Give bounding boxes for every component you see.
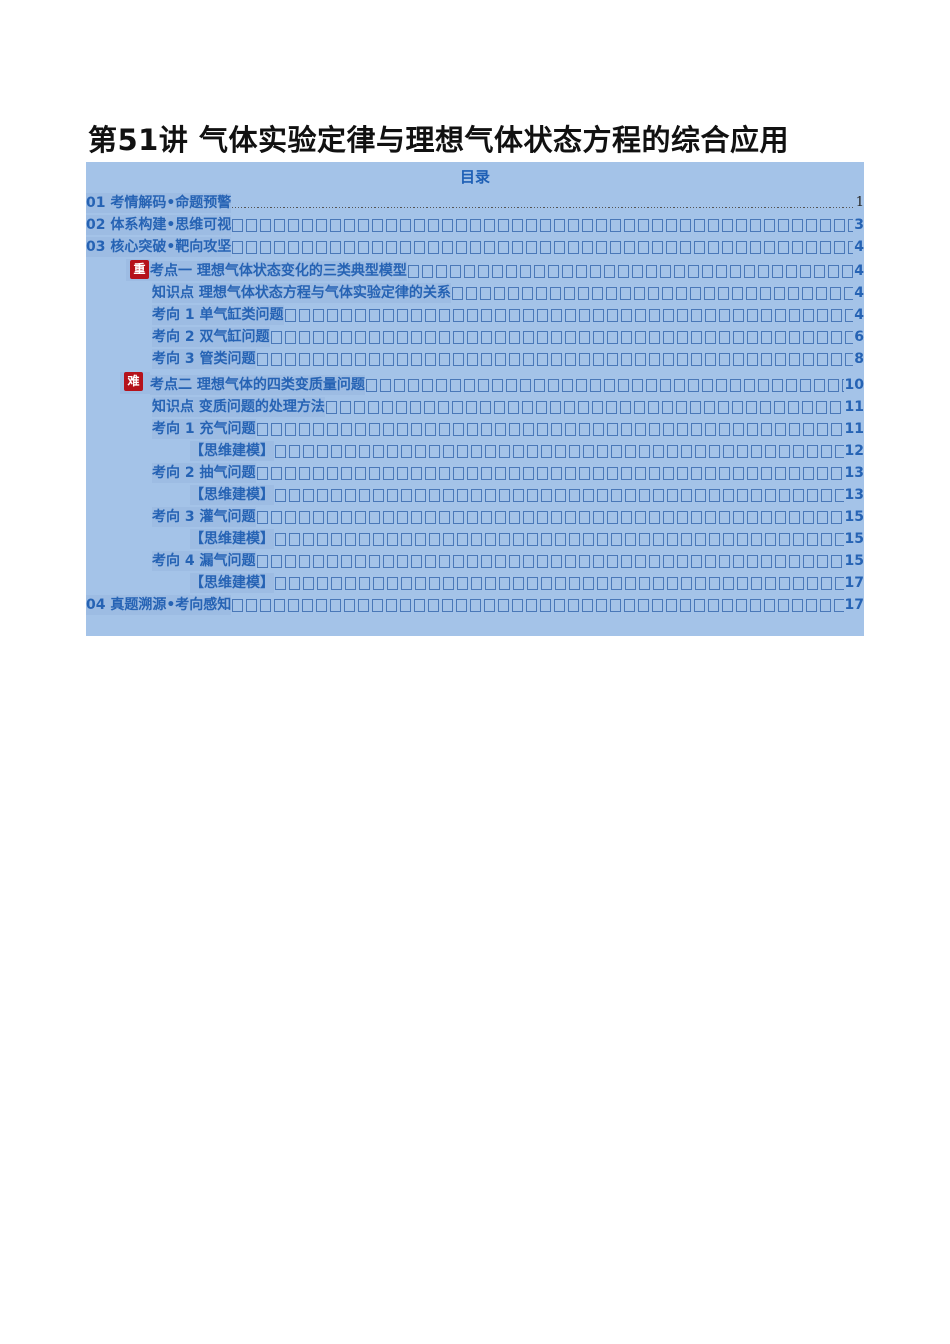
toc-entry-label: 考向 2 抽气问题 bbox=[152, 463, 256, 483]
tofu-leader bbox=[256, 554, 844, 568]
toc-entry-knowledge-2[interactable]: 知识点 变质问题的处理方法 11 bbox=[152, 396, 864, 418]
toc-entry-direction-2-3[interactable]: 考向 3 灌气问题 15 bbox=[152, 506, 864, 528]
toc-entry-page: 15 bbox=[844, 531, 864, 547]
toc-entry-label: 【思维建模】 bbox=[190, 573, 274, 593]
tofu-leader bbox=[284, 308, 854, 322]
toc-entry-page: 6 bbox=[854, 329, 864, 345]
toc-entry-label: 04 真题溯源•考向感知 bbox=[86, 595, 232, 615]
toc-entry-page: 17 bbox=[844, 575, 864, 591]
toc-entry-page: 11 bbox=[844, 399, 864, 415]
toc-entry-topic-1[interactable]: 考点一 理想气体状态变化的三类典型模型 4 bbox=[150, 260, 864, 282]
tofu-leader bbox=[365, 378, 844, 392]
toc-entry-page: 3 bbox=[854, 217, 864, 233]
difficult-point-badge-icon: 难 bbox=[124, 372, 143, 391]
tofu-leader bbox=[232, 240, 854, 254]
toc-entry-page: 11 bbox=[844, 421, 864, 437]
toc-entry-direction-2-2[interactable]: 考向 2 抽气问题 13 bbox=[152, 462, 864, 484]
document-title: 第51讲 气体实验定律与理想气体状态方程的综合应用 bbox=[88, 123, 789, 157]
tofu-leader bbox=[275, 444, 844, 458]
toc-entry-label: 考点二 理想气体的四类变质量问题 bbox=[150, 375, 365, 395]
toc-entry-label: 知识点 变质问题的处理方法 bbox=[152, 397, 325, 417]
toc-entry-overview[interactable]: 01 考情解码•命题预警 1 bbox=[86, 192, 864, 214]
toc-entry-label: 考向 1 单气缸类问题 bbox=[152, 305, 284, 325]
tofu-leader bbox=[275, 488, 844, 502]
toc-entry-page: 17 bbox=[844, 597, 864, 613]
toc-entry-label: 考向 2 双气缸问题 bbox=[152, 327, 270, 347]
tofu-leader bbox=[407, 264, 854, 278]
tofu-leader bbox=[325, 400, 844, 414]
toc-entry-label: 考向 3 灌气问题 bbox=[152, 507, 256, 527]
toc-entry-label: 01 考情解码•命题预警 bbox=[86, 193, 232, 213]
tofu-leader bbox=[232, 598, 844, 612]
toc-entry-modeling-3[interactable]: 【思维建模】 15 bbox=[190, 528, 864, 550]
toc-entry-label: 考向 4 漏气问题 bbox=[152, 551, 256, 571]
tofu-leader bbox=[256, 510, 844, 524]
toc-entry-label: 考点一 理想气体状态变化的三类典型模型 bbox=[150, 261, 407, 281]
tofu-leader bbox=[275, 532, 844, 546]
toc-entry-label: 考向 3 管类问题 bbox=[152, 349, 256, 369]
toc-entry-system[interactable]: 02 体系构建•思维可视 3 bbox=[86, 214, 864, 236]
toc-entry-direction-2-1[interactable]: 考向 1 充气问题 11 bbox=[152, 418, 864, 440]
tofu-leader bbox=[275, 576, 844, 590]
toc-entry-page: 4 bbox=[854, 239, 864, 255]
toc-entry-page: 1 bbox=[855, 195, 864, 210]
tofu-leader bbox=[256, 466, 844, 480]
toc-entry-direction-1-2[interactable]: 考向 2 双气缸问题 6 bbox=[152, 326, 864, 348]
toc-entry-label: 知识点 理想气体状态方程与气体实验定律的关系 bbox=[152, 283, 451, 303]
toc-entry-knowledge-1[interactable]: 知识点 理想气体状态方程与气体实验定律的关系 4 bbox=[152, 282, 864, 304]
toc-entry-direction-2-4[interactable]: 考向 4 漏气问题 15 bbox=[152, 550, 864, 572]
toc-entry-page: 4 bbox=[854, 285, 864, 301]
toc-entry-label: 03 核心突破•靶向攻坚 bbox=[86, 237, 232, 257]
tofu-leader bbox=[270, 330, 854, 344]
tofu-leader bbox=[451, 286, 854, 300]
tofu-leader bbox=[256, 422, 844, 436]
toc-heading: 目录 bbox=[459, 168, 490, 186]
toc-entry-page: 10 bbox=[844, 377, 864, 393]
toc-entry-direction-1-1[interactable]: 考向 1 单气缸类问题 4 bbox=[152, 304, 864, 326]
toc-entry-page: 13 bbox=[844, 487, 864, 503]
toc-entry-label: 考向 1 充气问题 bbox=[152, 419, 256, 439]
toc-entry-modeling-2[interactable]: 【思维建模】 13 bbox=[190, 484, 864, 506]
toc-entry-label: 【思维建模】 bbox=[190, 441, 274, 461]
toc-entry-modeling-4[interactable]: 【思维建模】 17 bbox=[190, 572, 864, 594]
toc-entry-label: 【思维建模】 bbox=[190, 529, 274, 549]
toc-entry-page: 15 bbox=[844, 509, 864, 525]
toc-entry-page: 15 bbox=[844, 553, 864, 569]
toc-entry-core[interactable]: 03 核心突破•靶向攻坚 4 bbox=[86, 236, 864, 258]
toc-entry-direction-1-3[interactable]: 考向 3 管类问题 8 bbox=[152, 348, 864, 370]
tofu-leader bbox=[232, 218, 854, 232]
table-of-contents: 目录 01 考情解码•命题预警 1 02 体系构建•思维可视 3 03 核心突破… bbox=[86, 162, 864, 636]
tofu-leader bbox=[256, 352, 854, 366]
dot-leader bbox=[232, 207, 855, 209]
toc-entry-label: 02 体系构建•思维可视 bbox=[86, 215, 232, 235]
toc-entry-page: 8 bbox=[854, 351, 864, 367]
toc-entry-label: 【思维建模】 bbox=[190, 485, 274, 505]
toc-entry-modeling-1[interactable]: 【思维建模】 12 bbox=[190, 440, 864, 462]
toc-entry-page: 4 bbox=[854, 263, 864, 279]
toc-entry-past-exams[interactable]: 04 真题溯源•考向感知 17 bbox=[86, 594, 864, 616]
toc-entry-page: 4 bbox=[854, 307, 864, 323]
key-point-badge-icon: 重 bbox=[130, 260, 149, 279]
toc-entry-page: 12 bbox=[844, 443, 864, 459]
toc-entry-page: 13 bbox=[844, 465, 864, 481]
toc-entry-topic-2[interactable]: 考点二 理想气体的四类变质量问题 10 bbox=[150, 374, 864, 396]
